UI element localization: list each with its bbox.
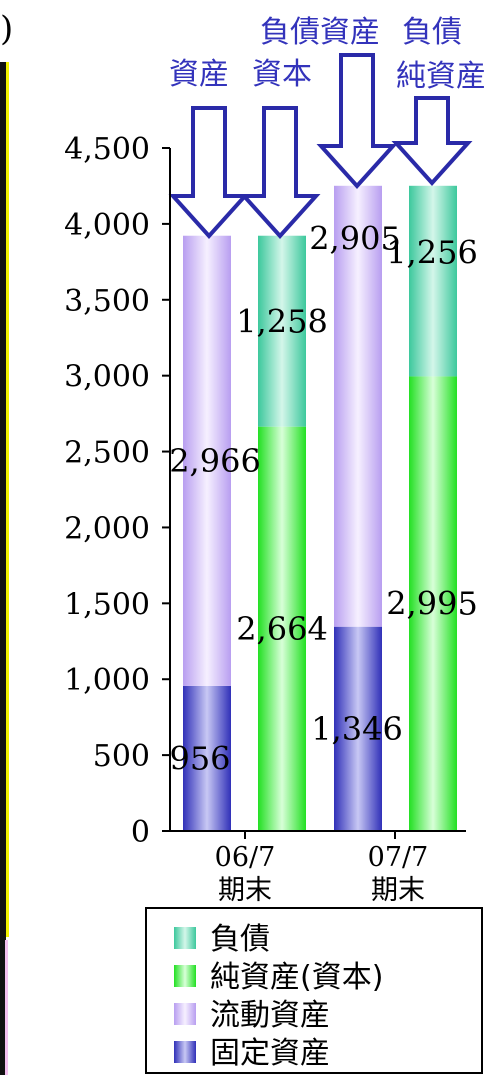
category-label-line2: 期末 [371,875,425,906]
annotation-label: 資本 [252,57,312,92]
annotation-arrow [391,96,473,186]
bar-segment [409,376,457,831]
data-label: 2,995 [386,585,478,623]
legend-swatch [174,927,196,949]
bar-segment [334,185,382,627]
bars [183,185,457,831]
y-axis-tick-labels: 0 500 1,000 1,500 2,000 2,500 3,000 3,500 4,000 4… [64,132,150,850]
y-tick-label: 4,000 [64,208,150,243]
data-label: 2,966 [169,442,261,480]
data-label: 1,258 [236,303,328,341]
axis-tick-marks [162,147,396,839]
annotation-label: 資産 [169,57,229,92]
y-tick-label: 500 [93,739,150,774]
data-label: 2,664 [236,610,328,648]
y-tick-label: 1,500 [64,587,150,622]
legend-label: 流動資産 [210,998,330,1033]
legend-swatch [174,1003,196,1025]
legend-label: 純資産(資本) [210,960,383,995]
annotation-arrow [168,106,250,239]
y-tick-label: 3,500 [64,284,150,319]
bar-segment [183,685,231,831]
data-label: 1,256 [386,234,478,272]
y-tick-label: 0 [131,815,150,850]
data-label: 1,346 [311,710,403,748]
bar-segment [258,426,306,831]
left-frame-edge-yellow [6,62,9,937]
bar-segment [409,185,457,377]
bar-segment [258,235,306,427]
data-label: 956 [169,739,230,777]
legend-box [145,907,483,1074]
y-tick-label: 2,500 [64,436,150,471]
annotation-label: 純資産 [396,59,486,94]
y-tick-label: 3,000 [64,360,150,395]
bar-segment [183,235,231,686]
category-label-line1: 07/7 [368,842,429,873]
left-frame-edge-pink [5,940,8,1075]
y-tick-label: 1,000 [64,663,150,698]
annotation-arrow [316,53,398,189]
legend-label: 固定資産 [210,1036,330,1071]
legend-swatch [174,1041,196,1063]
left-frame-edge-lower [0,940,5,1075]
category-label-line1: 06/7 [215,842,276,873]
top-left-paren: ) [0,9,13,49]
y-tick-label: 4,500 [64,132,150,167]
category-label-line2: 期末 [218,875,272,906]
data-label: 2,905 [309,220,401,258]
legend-label: 負債 [210,922,270,957]
bar-segment [334,626,382,831]
annotation-label: 負債 [402,15,462,50]
left-frame-edge [0,62,6,942]
annotation-label: 負債資産 [260,15,380,50]
annotation-arrow [239,106,321,239]
y-tick-label: 2,000 [64,511,150,546]
data-labels: 956 2,966 2,664 1,258 1,346 2,905 2,995 1,256 [169,220,478,778]
legend-swatch [174,965,196,987]
